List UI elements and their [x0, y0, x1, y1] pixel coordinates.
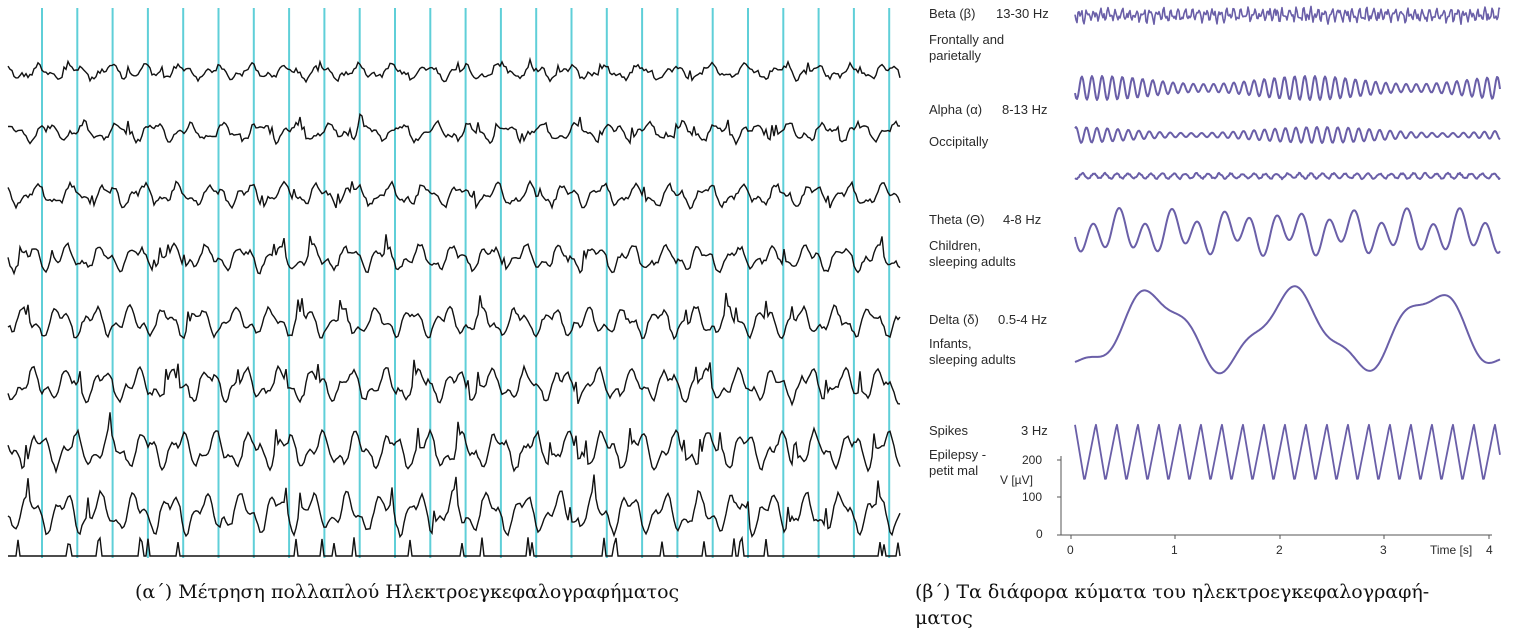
caption-right-line-2: ματος — [915, 607, 973, 629]
alpha-wave-trace-3 — [1074, 171, 1501, 181]
eeg-channel-trace-partial — [8, 535, 901, 557]
beta-wave-trace — [1074, 5, 1501, 25]
theta-freq: 4-8 Hz — [1003, 212, 1042, 227]
y-tick-label-0: 0 — [1036, 527, 1043, 541]
eeg-channel-trace — [7, 179, 901, 210]
alpha-freq: 8-13 Hz — [1002, 102, 1048, 117]
theta-desc-2: sleeping adults — [929, 254, 1016, 269]
y-axis-label: V [µV] — [1000, 473, 1033, 487]
eeg-channel-trace — [7, 56, 901, 84]
eeg-channel-trace — [7, 234, 901, 276]
spikes-desc-1: Epilepsy - — [929, 447, 987, 462]
eeg-wave-types-plot — [1057, 5, 1501, 539]
theta-wave-trace — [1074, 207, 1501, 257]
alpha-wave-trace-1 — [1074, 75, 1501, 101]
theta-desc-1: Children, — [929, 238, 982, 253]
delta-desc-1: Infants, — [929, 336, 972, 351]
alpha-wave-trace-2 — [1074, 126, 1501, 144]
y-tick-label-200: 200 — [1022, 453, 1043, 467]
spikes-wave-trace — [1074, 423, 1501, 480]
x-tick-label-3: 3 — [1380, 543, 1387, 557]
y-tick-label-100: 100 — [1022, 490, 1043, 504]
alpha-desc-1: Occipitally — [929, 134, 989, 149]
delta-freq: 0.5-4 Hz — [998, 312, 1048, 327]
spikes-freq: 3 Hz — [1021, 423, 1048, 438]
spikes-desc-2: petit mal — [929, 463, 979, 478]
eeg-grid-lines — [41, 8, 891, 558]
caption-left: (α΄) Μέτρηση πολλαπλού Ηλεκτροεγκεφαλογρ… — [135, 581, 680, 603]
beta-desc-2: parietally — [929, 48, 982, 63]
beta-name: Beta (β) — [929, 6, 976, 21]
x-axis-label: Time [s] — [1430, 543, 1473, 557]
eeg-channel-traces — [7, 56, 901, 557]
delta-desc-2: sleeping adults — [929, 352, 1016, 367]
theta-name: Theta (Θ) — [929, 212, 985, 227]
wave-axes — [1057, 456, 1492, 539]
x-tick-label-2: 2 — [1276, 543, 1283, 557]
x-tick-label-0: 0 — [1067, 543, 1074, 557]
wave-type-traces — [1074, 5, 1501, 480]
beta-desc-1: Frontally and — [929, 32, 1005, 47]
eeg-channel-trace — [7, 112, 901, 146]
caption-right-line-1: (β΄) Τα διάφορα κύματα του ηλεκτροεγκεφα… — [915, 581, 1430, 603]
eeg-channel-trace — [7, 292, 901, 341]
eeg-channel-trace — [7, 474, 901, 539]
alpha-name: Alpha (α) — [929, 102, 983, 117]
eeg-multichannel-plot — [7, 8, 901, 558]
x-tick-label-4: 4 — [1486, 543, 1493, 557]
eeg-channel-trace — [7, 412, 901, 475]
beta-freq: 13-30 Hz — [996, 6, 1049, 21]
eeg-channel-trace — [7, 359, 901, 407]
delta-wave-trace — [1074, 285, 1501, 375]
delta-name: Delta (δ) — [929, 312, 979, 327]
spikes-name: Spikes — [929, 423, 969, 438]
x-tick-label-1: 1 — [1171, 543, 1178, 557]
